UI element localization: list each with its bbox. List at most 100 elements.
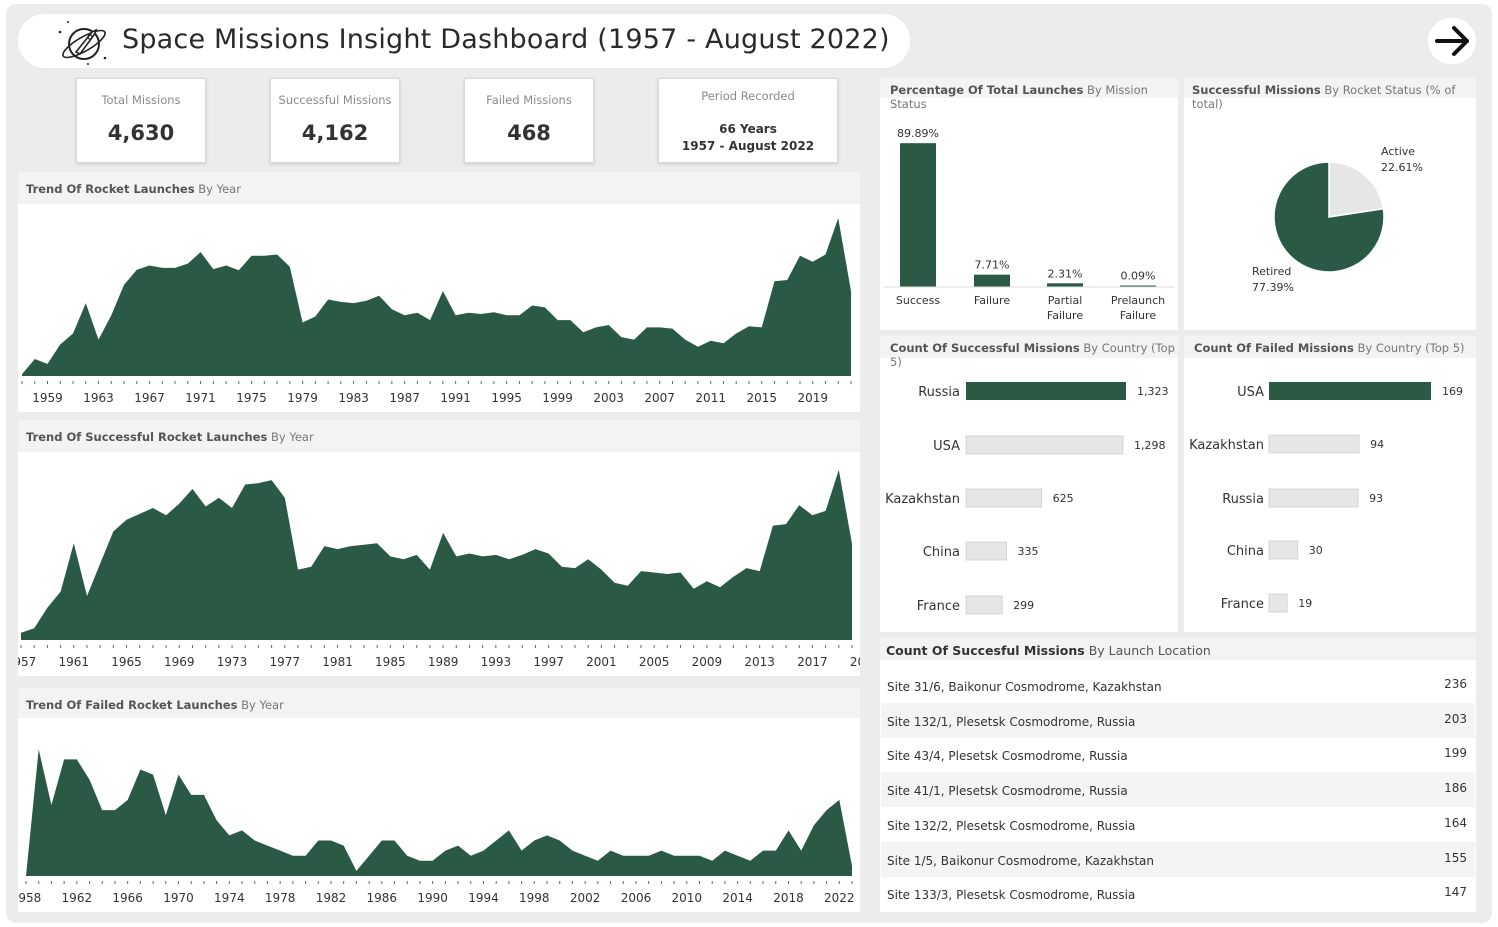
- status-category-label: Partial: [1048, 294, 1083, 307]
- table-row: Site 132/1, Plesetsk Cosmodrome, Russia 2…: [881, 702, 1475, 738]
- country-label: China: [923, 545, 960, 560]
- x-tick-label: 1985: [375, 655, 406, 669]
- x-tick-label: 1969: [164, 655, 195, 669]
- kpi-value: 4,630: [107, 121, 175, 145]
- trend-success-panel: Trend Of Successful Rocket Launches By Y…: [18, 420, 860, 676]
- location-name: Site 41/1, Plesetsk Cosmodrome, Russia: [887, 784, 1128, 799]
- location-count: 186: [1444, 781, 1467, 796]
- status-category-label: Success: [896, 294, 941, 307]
- country-value-label: 94: [1370, 438, 1384, 451]
- x-tick-label: 1998: [519, 891, 550, 905]
- table-row: Site 41/1, Plesetsk Cosmodrome, Russia 18…: [881, 772, 1475, 808]
- status-data-label: 2.31%: [1048, 267, 1083, 280]
- country-label: Kazakhstan: [885, 492, 960, 507]
- x-tick-label: 1971: [185, 391, 216, 405]
- status-data-label: 7.71%: [975, 259, 1010, 272]
- x-tick-label: 1977: [270, 655, 301, 669]
- country-label: USA: [1237, 385, 1264, 400]
- panel-title: Count Of Succesful Missions By Launch Lo…: [886, 643, 1211, 658]
- location-table: Site 31/6, Baikonur Cosmodrome, Kazakhst…: [881, 668, 1475, 912]
- x-tick-label: 2009: [692, 655, 723, 669]
- country-value-label: 169: [1442, 385, 1463, 398]
- header-bar: Space Missions Insight Dashboard (1957 -…: [18, 14, 910, 68]
- x-tick-label: 2007: [644, 391, 675, 405]
- x-tick-label: 1961: [58, 655, 89, 669]
- page-title: Space Missions Insight Dashboard (1957 -…: [122, 24, 890, 55]
- launches-area-chart: 1959 1963 1967 1971 1975 1979 1983 1987 1991 1995…: [21, 218, 852, 405]
- arrow-right-icon: [1435, 26, 1469, 56]
- pie-label-value: 77.39%: [1252, 281, 1294, 294]
- country-bar: [1268, 488, 1359, 508]
- x-tick-label: 1991: [440, 391, 471, 405]
- kpi-period-recorded: Period Recorded 66 Years 1957 - August 2…: [658, 78, 838, 163]
- status-bar: [1120, 285, 1156, 287]
- x-tick-label: 1975: [236, 391, 267, 405]
- status-category-label: Failure: [1120, 309, 1156, 322]
- status-category-label: Prelaunch: [1111, 294, 1165, 307]
- pie-slice-retired: [1273, 161, 1385, 273]
- location-name: Site 132/2, Plesetsk Cosmodrome, Russia: [887, 818, 1136, 833]
- x-tick-label: 2022: [824, 891, 855, 905]
- rocket-status-panel: Successful Missions By Rocket Status (% …: [1184, 78, 1476, 330]
- x-tick-label: 1995: [491, 391, 522, 405]
- x-tick-label: 1987: [389, 391, 420, 405]
- panel-title: Trend Of Successful Rocket Launches By Y…: [26, 430, 314, 444]
- table-row: Site 1/5, Baikonur Cosmodrome, Kazakhsta…: [881, 841, 1475, 877]
- panel-title: Trend Of Rocket Launches By Year: [26, 182, 241, 196]
- location-count: 147: [1444, 885, 1467, 900]
- x-tick-label: 1966: [112, 891, 143, 905]
- failed-area-series: [26, 749, 852, 876]
- x-tick-label: 1983: [338, 391, 369, 405]
- x-tick-label: 2018: [773, 891, 804, 905]
- x-tick-label: 1967: [134, 391, 165, 405]
- country-label: Russia: [918, 385, 960, 400]
- location-count: 203: [1444, 711, 1467, 726]
- country-bar: [1268, 540, 1299, 560]
- status-category-label: Failure: [974, 294, 1010, 307]
- country-label: USA: [933, 439, 960, 454]
- country-value-label: 335: [1018, 545, 1039, 558]
- location-name: Site 31/6, Baikonur Cosmodrome, Kazakhst…: [887, 680, 1162, 694]
- x-tick-label: 1999: [542, 391, 573, 405]
- kpi-label: Successful Missions: [278, 93, 392, 107]
- next-page-button[interactable]: [1428, 18, 1476, 64]
- failed-country-bar-chart: USA 169 Kazakhstan 94 Russia 93 China 30 France 1…: [1189, 382, 1463, 613]
- kpi-total-missions: Total Missions 4,630: [76, 78, 206, 163]
- success-area-series: [21, 469, 852, 640]
- location-count: 236: [1444, 677, 1467, 691]
- rocket-planet-icon: [58, 21, 107, 65]
- location-count: 199: [1444, 746, 1467, 761]
- status-data-label: 89.89%: [897, 127, 939, 140]
- country-bar: [965, 435, 1124, 455]
- kpi-successful-missions: Successful Missions 4,162: [270, 78, 400, 163]
- pie-label-name: Active: [1381, 145, 1415, 158]
- country-label: Russia: [1222, 492, 1264, 507]
- location-name: Site 1/5, Baikonur Cosmodrome, Kazakhsta…: [887, 853, 1155, 868]
- table-row: Site 133/3, Plesetsk Cosmodrome, Russia 1…: [881, 876, 1475, 911]
- x-tick-label: 2014: [722, 891, 753, 905]
- country-value-label: 1,298: [1134, 439, 1166, 452]
- table-row: Site 43/4, Plesetsk Cosmodrome, Russia 19…: [881, 737, 1475, 772]
- kpi-failed-missions: Failed Missions 468: [464, 78, 594, 163]
- x-tick-label: 1990: [417, 891, 448, 905]
- success-area-chart: 1957 1961 1965 1969 1973 1977 1981 1985 1989 1993…: [18, 469, 860, 669]
- country-label: Kazakhstan: [1189, 438, 1264, 453]
- country-bar: [965, 541, 1007, 561]
- failed-area-chart: 1958 1962 1966 1970 1974 1978 1982 1986 1990 1994…: [18, 749, 855, 905]
- location-count: 164: [1444, 815, 1467, 830]
- x-tick-label: 1959: [32, 391, 63, 405]
- country-bar: [1268, 593, 1288, 613]
- rocket-status-pie-chart: Active 22.61% Retired 77.39%: [1252, 145, 1423, 294]
- mission-status-panel: Percentage Of Total Launches By Mission …: [880, 78, 1178, 330]
- kpi-period-years: 66 Years: [719, 122, 777, 136]
- status-data-label: 0.09%: [1121, 270, 1156, 283]
- launches-area-series: [22, 218, 851, 376]
- panel-title: Percentage Of Total Launches By Mission …: [890, 83, 1148, 111]
- location-name: Site 43/4, Plesetsk Cosmodrome, Russia: [887, 749, 1128, 764]
- x-tick-label: 2002: [570, 891, 601, 905]
- kpi-period-range: 1957 - August 2022: [681, 139, 815, 153]
- x-tick-label: 2019: [797, 391, 828, 405]
- country-value-label: 625: [1053, 492, 1074, 505]
- mission-status-bar-chart: 89.89% Success 7.71% Failure 2.31% Partial Fai…: [884, 127, 1174, 322]
- status-bar: [900, 143, 936, 287]
